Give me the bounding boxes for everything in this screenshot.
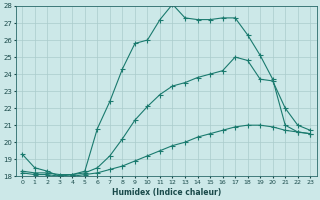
X-axis label: Humidex (Indice chaleur): Humidex (Indice chaleur)	[112, 188, 221, 197]
